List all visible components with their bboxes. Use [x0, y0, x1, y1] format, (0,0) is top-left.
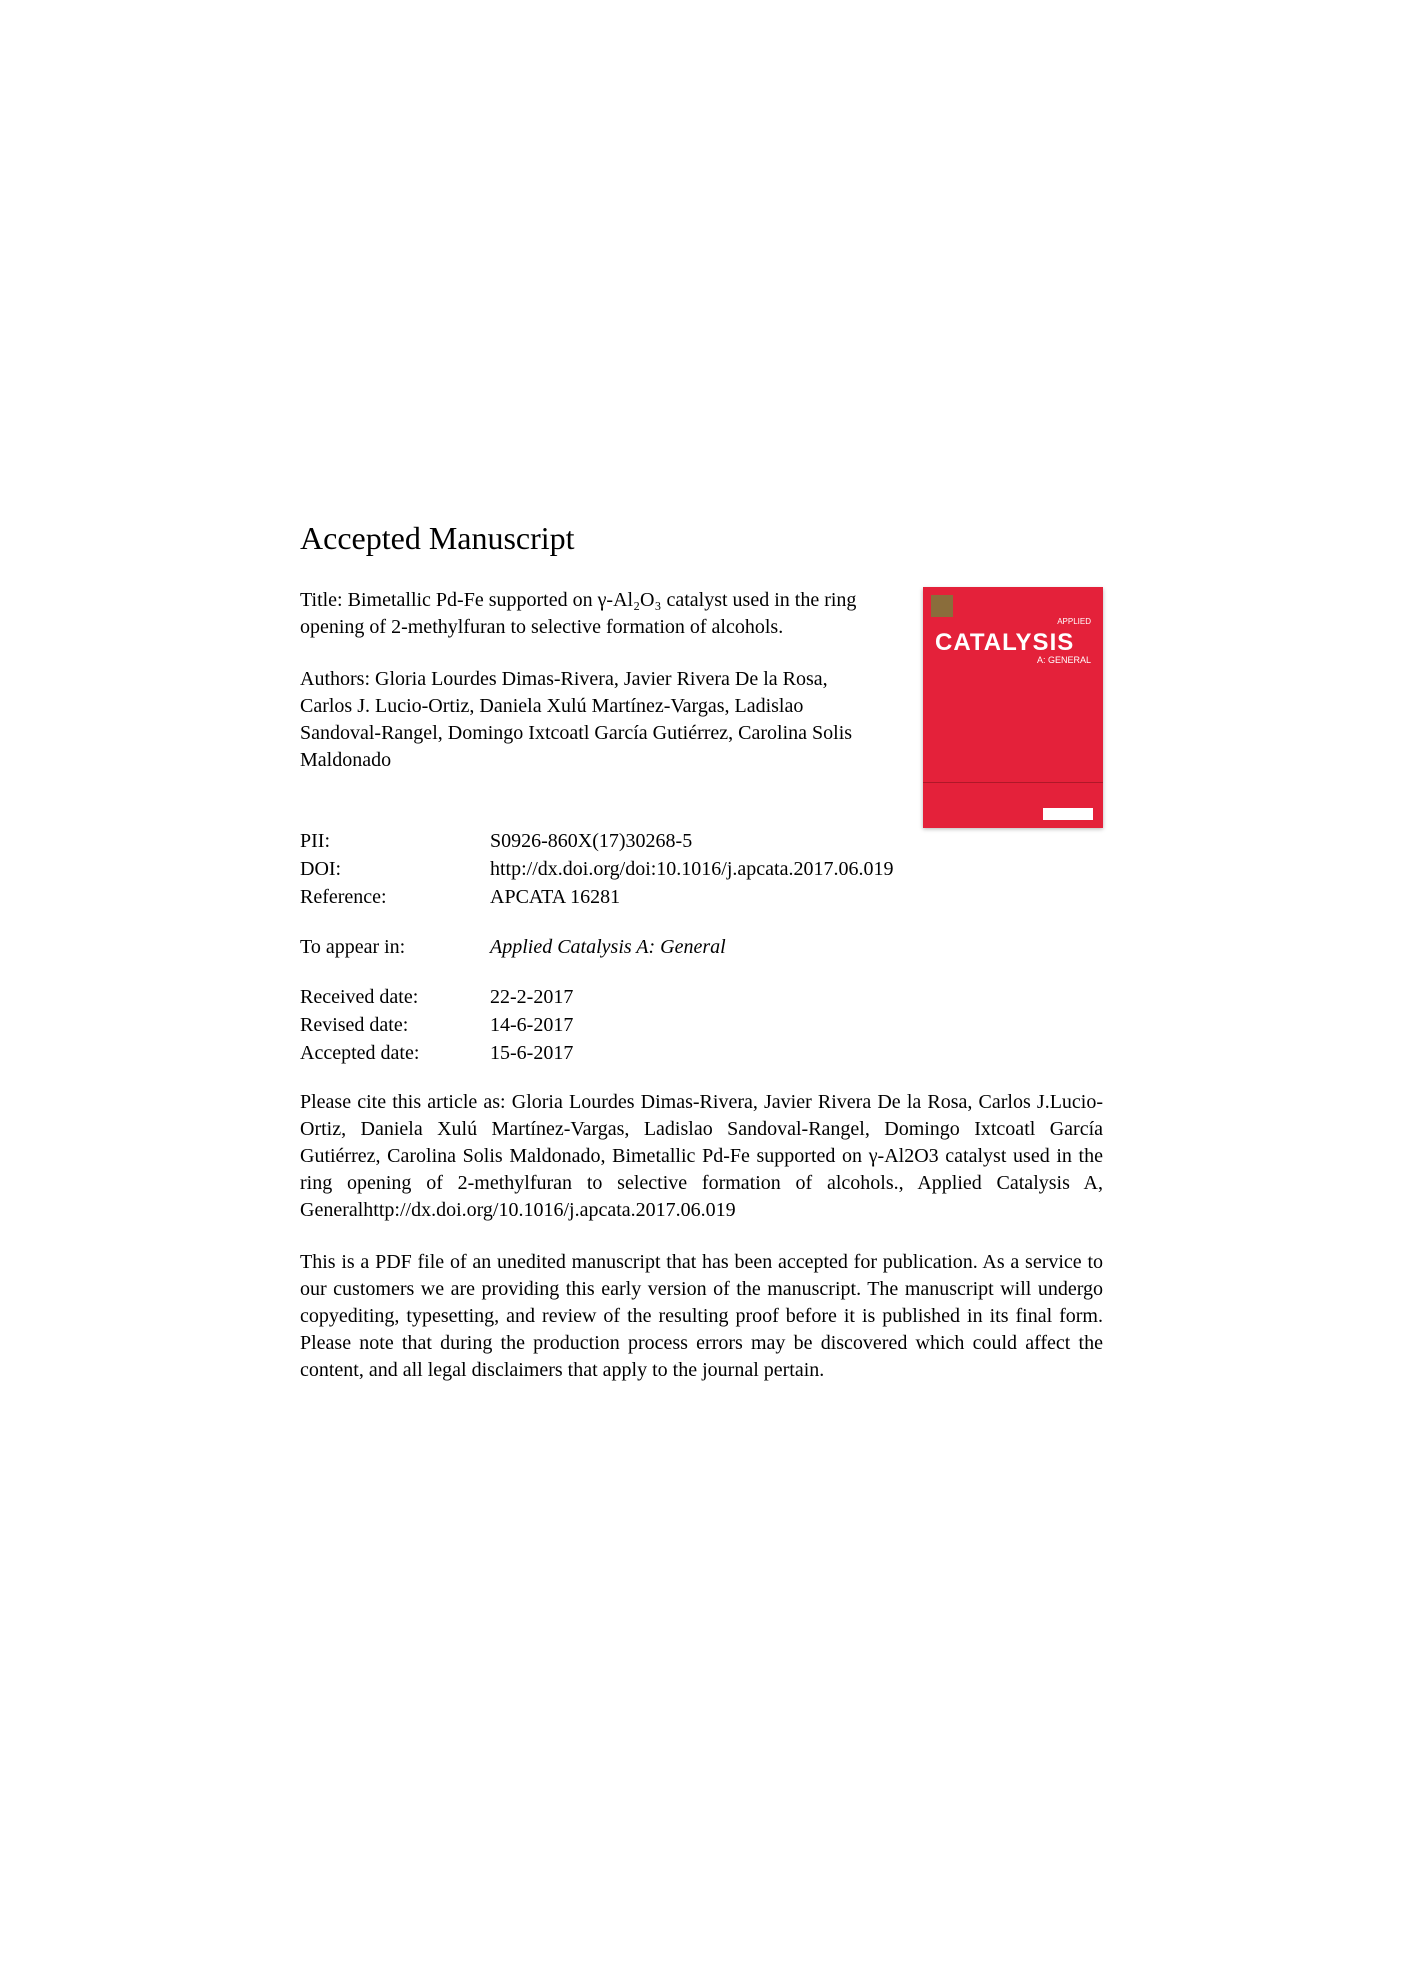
meta-row-received: Received date: 22-2-2017 — [300, 983, 1103, 1011]
meta-label: Revised date: — [300, 1011, 490, 1039]
title-left-column: Title: Bimetallic Pd-Fe supported on γ-A… — [300, 587, 923, 804]
meta-label: DOI: — [300, 855, 490, 883]
meta-value: APCATA 16281 — [490, 883, 1103, 911]
cover-title: CATALYSIS — [935, 629, 1074, 657]
meta-value: 14-6-2017 — [490, 1011, 1103, 1039]
metadata-block-1: PII: S0926-860X(17)30268-5 DOI: http://d… — [300, 827, 1103, 911]
meta-row-reference: Reference: APCATA 16281 — [300, 883, 1103, 911]
publisher-logo-icon — [931, 595, 953, 617]
title-row: Title: Bimetallic Pd-Fe supported on γ-A… — [300, 587, 1103, 827]
cover-bottom-panel — [923, 782, 1103, 828]
accepted-manuscript-page: Accepted Manuscript Title: Bimetallic Pd… — [0, 0, 1403, 1384]
meta-value: http://dx.doi.org/doi:10.1016/j.apcata.2… — [490, 855, 1103, 883]
meta-label: Reference: — [300, 883, 490, 911]
manuscript-authors: Authors: Gloria Lourdes Dimas-Rivera, Ja… — [300, 666, 880, 774]
page-heading: Accepted Manuscript — [300, 520, 1103, 557]
meta-row-doi: DOI: http://dx.doi.org/doi:10.1016/j.apc… — [300, 855, 1103, 883]
meta-value: Applied Catalysis A: General — [490, 933, 1103, 961]
manuscript-title: Title: Bimetallic Pd-Fe supported on γ-A… — [300, 587, 880, 641]
journal-cover-thumbnail: APPLIED CATALYSIS A: GENERAL — [923, 587, 1103, 827]
meta-row-appear-in: To appear in: Applied Catalysis A: Gener… — [300, 933, 1103, 961]
cover-subtitle: A: GENERAL — [1037, 655, 1091, 665]
meta-row-pii: PII: S0926-860X(17)30268-5 — [300, 827, 1103, 855]
cover-top-panel: APPLIED CATALYSIS A: GENERAL — [923, 587, 1103, 782]
meta-label: PII: — [300, 827, 490, 855]
disclaimer-text: This is a PDF file of an unedited manusc… — [300, 1249, 1103, 1384]
metadata-block-3: Received date: 22-2-2017 Revised date: 1… — [300, 983, 1103, 1067]
citation-text: Please cite this article as: Gloria Lour… — [300, 1089, 1103, 1224]
meta-value: 22-2-2017 — [490, 983, 1103, 1011]
cover-bottom-label — [1043, 808, 1093, 820]
meta-value: S0926-860X(17)30268-5 — [490, 827, 1103, 855]
metadata-block-2: To appear in: Applied Catalysis A: Gener… — [300, 933, 1103, 961]
meta-row-accepted: Accepted date: 15-6-2017 — [300, 1039, 1103, 1067]
meta-label: Accepted date: — [300, 1039, 490, 1067]
meta-value: 15-6-2017 — [490, 1039, 1103, 1067]
meta-label: Received date: — [300, 983, 490, 1011]
meta-label: To appear in: — [300, 933, 490, 961]
meta-row-revised: Revised date: 14-6-2017 — [300, 1011, 1103, 1039]
cover-subtitle-small: APPLIED — [1057, 617, 1091, 626]
